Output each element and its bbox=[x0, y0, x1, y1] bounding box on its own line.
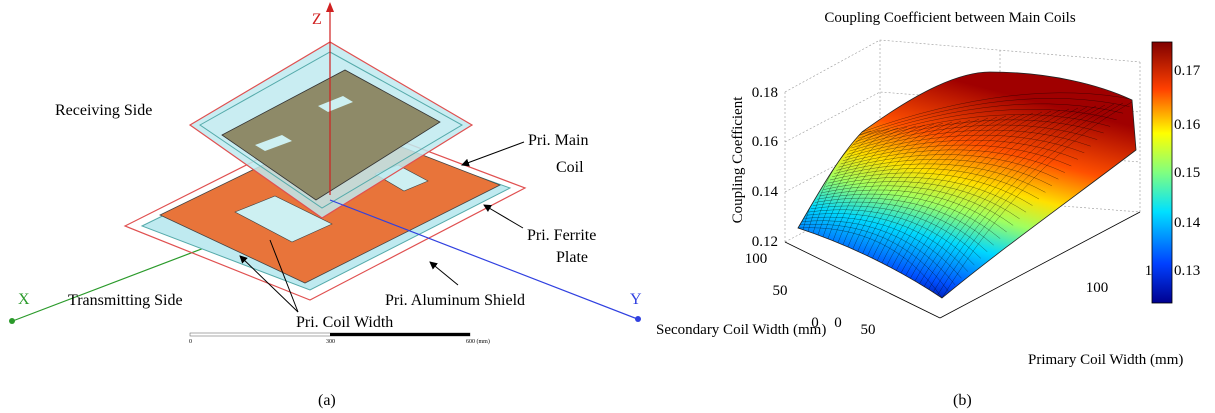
label: Pri. Coil Width bbox=[296, 314, 393, 331]
colorbar-tick-label: 0.13 bbox=[1174, 263, 1200, 279]
figure: Z X Y Receiving Side Transmitting Side P… bbox=[0, 0, 1215, 413]
label: Coil bbox=[556, 159, 584, 176]
scale-bar-fill bbox=[330, 333, 470, 336]
label: Transmitting Side bbox=[68, 292, 183, 309]
y-tick-label: 0 bbox=[834, 315, 842, 331]
y-axis-label: Primary Coil Width (mm) bbox=[1028, 352, 1183, 368]
x-arrow bbox=[9, 318, 15, 324]
z-tick-label: 0.12 bbox=[752, 234, 778, 250]
label: Pri. Ferrite bbox=[527, 227, 596, 244]
caption: (b) bbox=[953, 392, 972, 409]
scale-label: 600 (mm) bbox=[466, 338, 490, 345]
z-axis-label: Coupling Coefficient bbox=[730, 96, 746, 224]
scale-label: 300 bbox=[326, 339, 335, 345]
chart-title: Coupling Coefficient between Main Coils bbox=[824, 10, 1076, 26]
arrow bbox=[462, 142, 524, 165]
colorbar bbox=[1152, 42, 1172, 303]
label: Pri. Main bbox=[528, 132, 588, 149]
label: Plate bbox=[556, 249, 588, 266]
z-arrow bbox=[326, 2, 334, 12]
z-tick-label: 0.14 bbox=[752, 184, 779, 200]
z-tick-label: 0.16 bbox=[752, 134, 779, 150]
z-label: Z bbox=[312, 11, 322, 28]
colorbar-tick-label: 0.15 bbox=[1174, 165, 1200, 181]
colorbar-tick-label: 0.14 bbox=[1174, 215, 1201, 231]
colorbar-tick-label: 0.16 bbox=[1174, 117, 1201, 133]
label: Pri. Aluminum Shield bbox=[385, 292, 525, 309]
x-axis-label: Secondary Coil Width (mm) bbox=[656, 322, 826, 338]
caption: (a) bbox=[318, 392, 336, 409]
panel-b: Coupling Coefficient between Main Coils … bbox=[656, 10, 1201, 409]
y-tick-label: 50 bbox=[861, 322, 876, 338]
y-arrow bbox=[635, 316, 641, 322]
y-label: Y bbox=[630, 291, 642, 308]
scale-label: 0 bbox=[189, 339, 192, 345]
z-tick-label: 0.18 bbox=[752, 85, 778, 101]
x-label: X bbox=[18, 291, 30, 308]
label: Receiving Side bbox=[55, 102, 152, 119]
arrow bbox=[430, 262, 458, 285]
panel-a: Z X Y Receiving Side Transmitting Side P… bbox=[9, 2, 642, 409]
y-tick-label: 100 bbox=[1086, 280, 1109, 296]
arrow bbox=[484, 205, 523, 228]
x-tick-label: 100 bbox=[745, 251, 768, 267]
colorbar-tick-label: 0.17 bbox=[1174, 63, 1201, 79]
x-tick-label: 50 bbox=[773, 283, 788, 299]
